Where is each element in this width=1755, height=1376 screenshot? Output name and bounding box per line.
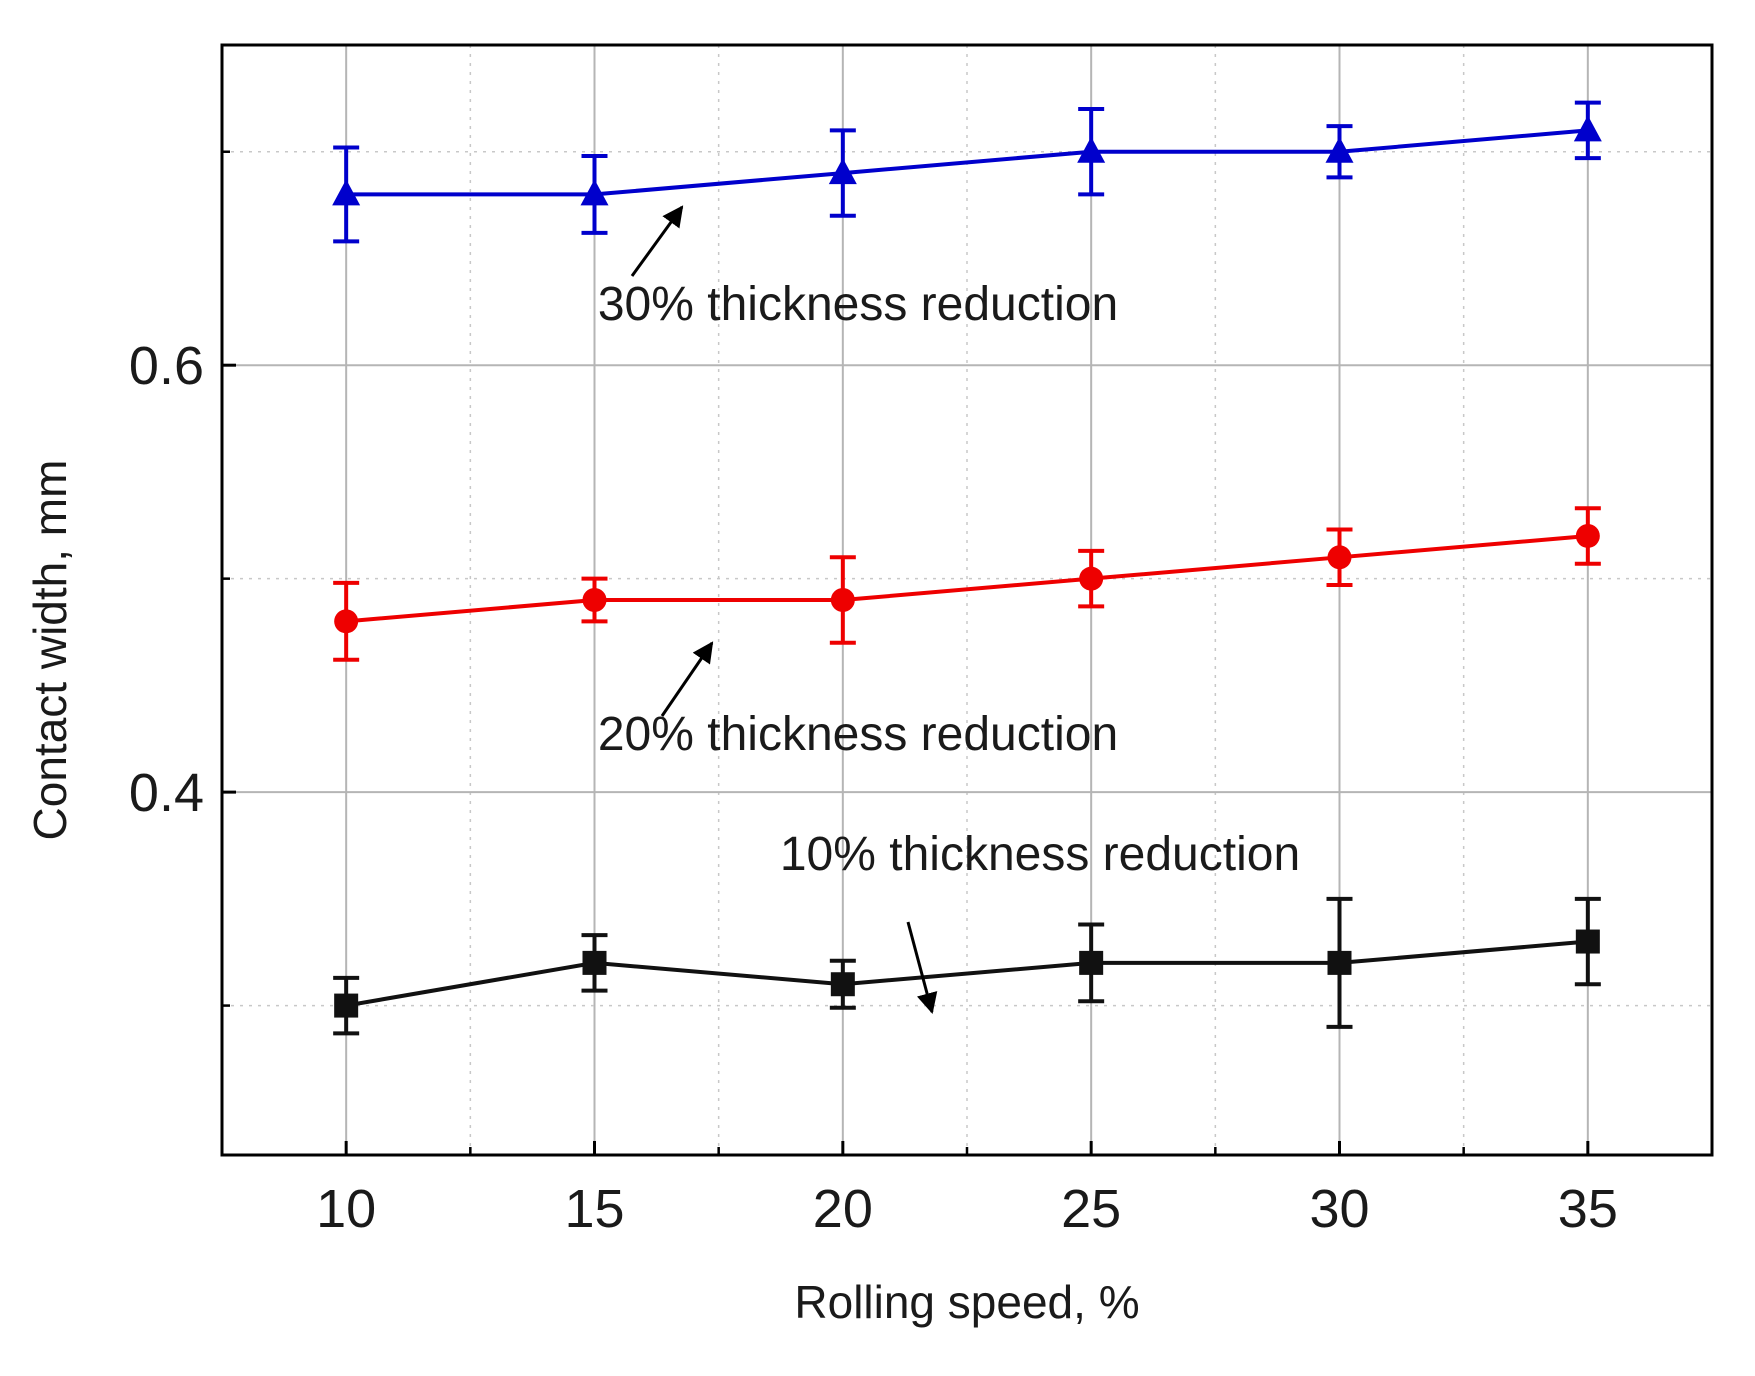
series-line — [345, 939, 1589, 1008]
data-point — [1079, 950, 1104, 975]
series-line — [346, 128, 1589, 197]
y-axis-title: Contact width, mm — [24, 460, 76, 841]
x-tick-label: 35 — [1558, 1179, 1618, 1239]
data-point — [582, 588, 607, 612]
data-point — [582, 950, 607, 975]
x-tick-label: 25 — [1061, 1179, 1121, 1239]
data-point — [1575, 929, 1600, 954]
x-tick-label: 30 — [1309, 1179, 1369, 1239]
x-tick-label: 20 — [813, 1179, 873, 1239]
x-tick-label: 15 — [564, 1179, 624, 1239]
series-triangle — [332, 100, 1602, 244]
annotations: 30% thickness reduction 20% thickness red… — [598, 205, 1300, 1015]
annotation-arrow — [630, 205, 684, 277]
data-point — [828, 158, 857, 185]
data-point — [830, 972, 855, 997]
annotation-label: 10% thickness reduction — [780, 828, 1300, 881]
data-point — [1079, 566, 1104, 591]
data-point — [334, 609, 359, 634]
series-layer — [332, 100, 1602, 1036]
data-point — [1325, 136, 1354, 163]
series-circle — [333, 506, 1601, 662]
data-point — [830, 588, 855, 612]
annotation-arrow — [906, 921, 938, 1015]
series-line — [345, 533, 1589, 624]
annotation-label: 20% thickness reduction — [598, 708, 1118, 761]
series-square — [333, 896, 1601, 1036]
data-point — [1575, 523, 1600, 548]
data-point — [1573, 115, 1602, 142]
x-tick-label: 10 — [316, 1179, 376, 1239]
annotation-label: 30% thickness reduction — [598, 278, 1118, 331]
data-point — [332, 179, 361, 206]
data-point — [580, 179, 609, 206]
data-point — [1327, 950, 1352, 975]
data-point — [1327, 545, 1352, 570]
y-tick-label: 0.4 — [129, 763, 204, 823]
data-point — [334, 993, 359, 1018]
data-point — [1077, 136, 1106, 163]
x-axis-title: Rolling speed, % — [794, 1276, 1139, 1328]
annotation-arrow — [660, 641, 714, 717]
y-tick-label: 0.6 — [129, 336, 204, 396]
axes: 10 15 20 25 30 35 0.4 0.6 — [129, 150, 1618, 1239]
